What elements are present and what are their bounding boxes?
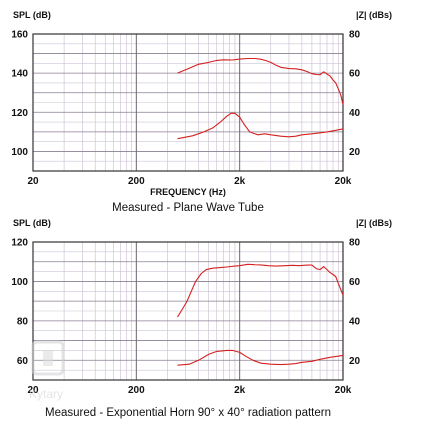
chart-exponential-horn: SPL (dB) |Z| (dBs) 60 80 100 120 20 40 60 80 20 2… [11,218,392,419]
x-tick-label: 200 [128,385,145,396]
y-axis-left-label: SPL (dB) [13,218,51,228]
y-tick-label-left: 140 [11,69,28,80]
chart-grid [32,33,344,172]
y-tick-label-right: 20 [349,356,361,367]
chart-series [177,57,344,140]
x-tick-label: 20 [27,385,39,396]
chart-plane-wave: SPL (dB) |Z| (dBs) 100 120 140 160 20 40 60 80 2… [11,10,392,214]
series-line-spl [177,263,344,318]
x-tick-label: 2k [234,385,246,396]
series-line-spl [177,57,344,105]
plot-frame [32,241,344,381]
y-axis-right-label: |Z| (dBs) [356,10,392,20]
chart-caption: Measured - Exponential Horn 90° x 40° ra… [45,407,331,419]
x-axis-label: FREQUENCY (Hz) [150,187,226,197]
y-tick-label-left: 120 [11,108,28,119]
x-tick-label: 20 [27,176,39,187]
y-tick-label-right: 20 [349,147,361,158]
y-tick-label-right: 60 [349,277,361,288]
chart-tick-labels: 60 80 100 120 20 40 60 80 20 200 2k 20k [11,238,360,397]
x-tick-label: 2k [234,176,246,187]
y-tick-label-right: 40 [349,108,361,119]
chart-grid [32,241,344,381]
x-tick-label: 200 [128,176,145,187]
y-axis-right-label: |Z| (dBs) [356,218,392,228]
chart-series [177,263,344,366]
x-tick-label: 20k [335,385,352,396]
y-tick-label-left: 100 [11,277,28,288]
y-tick-label-left: 60 [17,356,29,367]
series-line-impedance [177,349,344,366]
y-tick-label-left: 160 [11,30,28,41]
watermark-logo-icon [31,340,65,376]
series-line-impedance [177,112,344,140]
y-tick-label-left: 80 [17,316,29,327]
y-tick-label-right: 40 [349,316,361,327]
y-tick-label-right: 80 [349,30,361,41]
chart-caption: Measured - Plane Wave Tube [112,202,264,214]
y-tick-label-right: 60 [349,69,361,80]
watermark-text: Kytary [29,387,63,401]
y-tick-label-left: 100 [11,147,28,158]
x-tick-label: 20k [335,176,352,187]
y-tick-label-right: 80 [349,238,361,249]
y-axis-left-label: SPL (dB) [13,10,51,20]
chart-tick-labels: 100 120 140 160 20 40 60 80 20 200 2k 20k [11,30,360,188]
y-tick-label-left: 120 [11,238,28,249]
watermark: Kytary [29,340,65,401]
